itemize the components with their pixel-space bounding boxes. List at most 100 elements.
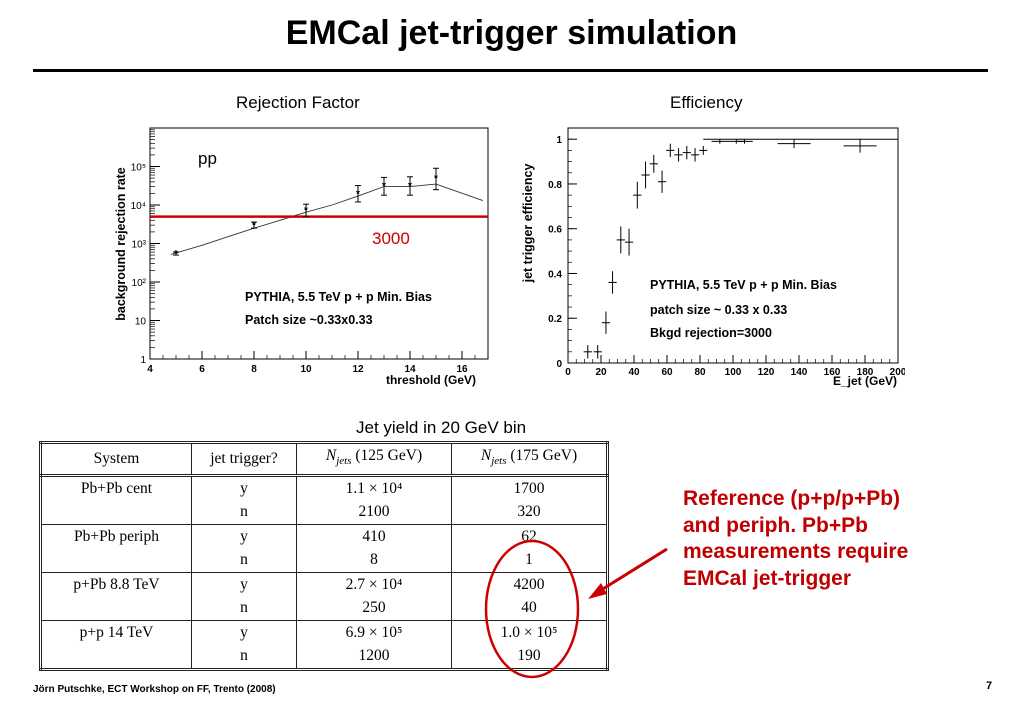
jet-yield-table: System jet trigger? Njets (125 GeV) Njet…	[39, 441, 609, 671]
x-tick-label: 180	[857, 367, 874, 378]
cell-njets-125: 6.9 × 10⁵	[296, 620, 452, 645]
x-tick-label: 6	[199, 364, 205, 375]
highlight-ellipse	[484, 539, 580, 679]
table-row: p+p 14 TeV y 6.9 × 10⁵ 1.0 × 10⁵	[39, 620, 609, 645]
y-tick-label: 0.6	[548, 225, 562, 236]
cell-trigger: n	[191, 548, 297, 573]
x-tick-label: 12	[352, 364, 364, 375]
table-row: Pb+Pb cent y 1.1 × 10⁴ 1700	[39, 475, 609, 501]
note-line: and periph. Pb+Pb	[683, 513, 868, 537]
cell-njets-125: 1.1 × 10⁴	[296, 475, 452, 501]
cell-system: p+Pb 8.8 TeV	[39, 572, 192, 597]
pp-label: pp	[198, 149, 217, 168]
cell-system	[39, 644, 192, 671]
data-point: *	[304, 205, 308, 216]
right-legend-line-3: Bkgd rejection=3000	[650, 326, 772, 340]
cell-trigger: y	[191, 572, 297, 597]
note-line: EMCal jet-trigger	[683, 566, 852, 590]
left-plot-caption: Rejection Factor	[236, 93, 360, 112]
cell-system	[39, 596, 192, 621]
x-tick-label: 40	[628, 367, 640, 378]
y-tick-label: 10⁵	[131, 163, 146, 174]
y-tick-label: 0.2	[548, 314, 562, 325]
cell-njets-175: 62	[451, 524, 609, 549]
x-tick-label: 200	[890, 367, 905, 378]
right-legend-line-2: patch size ~ 0.33 x 0.33	[650, 303, 787, 317]
table-header-row: System jet trigger? Njets (125 GeV) Njet…	[39, 441, 609, 477]
y-tick-label: 10³	[132, 240, 147, 251]
y-tick-label: 1	[140, 355, 146, 366]
data-point: *	[408, 181, 412, 192]
table-row: n 1200 190	[39, 644, 609, 671]
left-y-axis: 1 10 10² 10³ 10⁴ 10⁵	[131, 129, 160, 366]
table-row: n 250 40	[39, 596, 609, 621]
left-fit-curve	[170, 183, 483, 255]
note-line: measurements require	[683, 540, 909, 563]
data-point: *	[434, 174, 438, 185]
page-number: 7	[986, 680, 993, 692]
x-tick-label: 16	[456, 364, 468, 375]
left-y-axis-label: background rejection rate	[114, 167, 128, 321]
title-divider	[33, 69, 988, 72]
y-tick-label: 10	[135, 317, 147, 328]
header-njets-125: Njets (125 GeV)	[296, 441, 452, 477]
y-tick-label: 0.8	[548, 180, 562, 191]
right-data-points	[583, 139, 877, 359]
right-x-axis: 0 20 40 60 80 100 120 140 160 180 200	[565, 355, 905, 378]
header-system: System	[39, 441, 192, 477]
cell-trigger: n	[191, 644, 297, 671]
header-jet-trigger: jet trigger?	[191, 441, 297, 477]
cell-system	[39, 548, 192, 573]
cell-system: Pb+Pb periph	[39, 524, 192, 549]
x-tick-label: 80	[694, 367, 706, 378]
table-row: n 2100 320	[39, 500, 609, 525]
x-tick-label: 20	[595, 367, 607, 378]
table-row: p+Pb 8.8 TeV y 2.7 × 10⁴ 4200	[39, 572, 609, 597]
cell-njets-125: 250	[296, 596, 452, 621]
y-tick-label: 10⁴	[131, 201, 146, 212]
cell-system: p+p 14 TeV	[39, 620, 192, 645]
data-point: *	[382, 181, 386, 192]
rejection-factor-plot: 1 10 10² 10³ 10⁴ 10⁵ 4 6 8 10 12 14 16 * * * * * * * back…	[114, 127, 489, 387]
data-point: *	[174, 249, 178, 260]
data-point: *	[252, 221, 256, 232]
table-caption: Jet yield in 20 GeV bin	[356, 418, 527, 437]
right-legend-line-1: PYTHIA, 5.5 TeV p + p Min. Bias	[650, 278, 837, 292]
right-x-axis-label: E_jet (GeV)	[833, 374, 897, 388]
cell-njets-125: 1200	[296, 644, 452, 671]
left-x-axis: 4 6 8 10 12 14 16	[147, 351, 489, 375]
arrow-shaft	[597, 547, 668, 594]
cell-njets-175: 320	[451, 500, 609, 525]
cell-system	[39, 500, 192, 525]
arrow-head	[588, 583, 607, 599]
y-tick-label: 0.4	[548, 269, 562, 280]
right-y-axis-label: jet trigger efficiency	[521, 164, 535, 284]
x-tick-label: 160	[824, 367, 841, 378]
cell-njets-125: 410	[296, 524, 452, 549]
threshold-label: 3000	[372, 229, 410, 248]
highlight-overlay	[484, 539, 668, 679]
x-tick-label: 120	[758, 367, 775, 378]
cell-trigger: n	[191, 596, 297, 621]
efficiency-plot: 0 0.2 0.4 0.6 0.8 1 0 20 40 60 80 100 120 140 160 180 2…	[521, 127, 905, 388]
left-legend-line-2: Patch size ~0.33x0.33	[245, 313, 373, 327]
footer-credit: Jörn Putschke, ECT Workshop on FF, Trent…	[33, 684, 276, 695]
left-x-axis-label: threshold (GeV)	[386, 373, 476, 387]
right-y-axis: 0 0.2 0.4 0.6 0.8 1	[548, 135, 577, 370]
x-tick-label: 8	[251, 364, 257, 375]
x-tick-label: 4	[147, 364, 153, 375]
x-tick-label: 60	[661, 367, 673, 378]
header-njets-175: Njets (175 GeV)	[451, 441, 609, 477]
left-data-points: * * * * * * *	[173, 167, 439, 260]
y-tick-label: 0	[556, 359, 562, 370]
cell-njets-125: 2.7 × 10⁴	[296, 572, 452, 597]
reference-note: Reference (p+p/p+Pb) and periph. Pb+Pb m…	[683, 486, 983, 592]
cell-njets-175: 190	[451, 644, 609, 671]
cell-njets-175: 4200	[451, 572, 609, 597]
cell-trigger: y	[191, 620, 297, 645]
cell-trigger: n	[191, 500, 297, 525]
data-point: *	[356, 189, 360, 200]
x-tick-label: 14	[404, 364, 416, 375]
right-plot-caption: Efficiency	[670, 93, 743, 112]
cell-trigger: y	[191, 475, 297, 501]
